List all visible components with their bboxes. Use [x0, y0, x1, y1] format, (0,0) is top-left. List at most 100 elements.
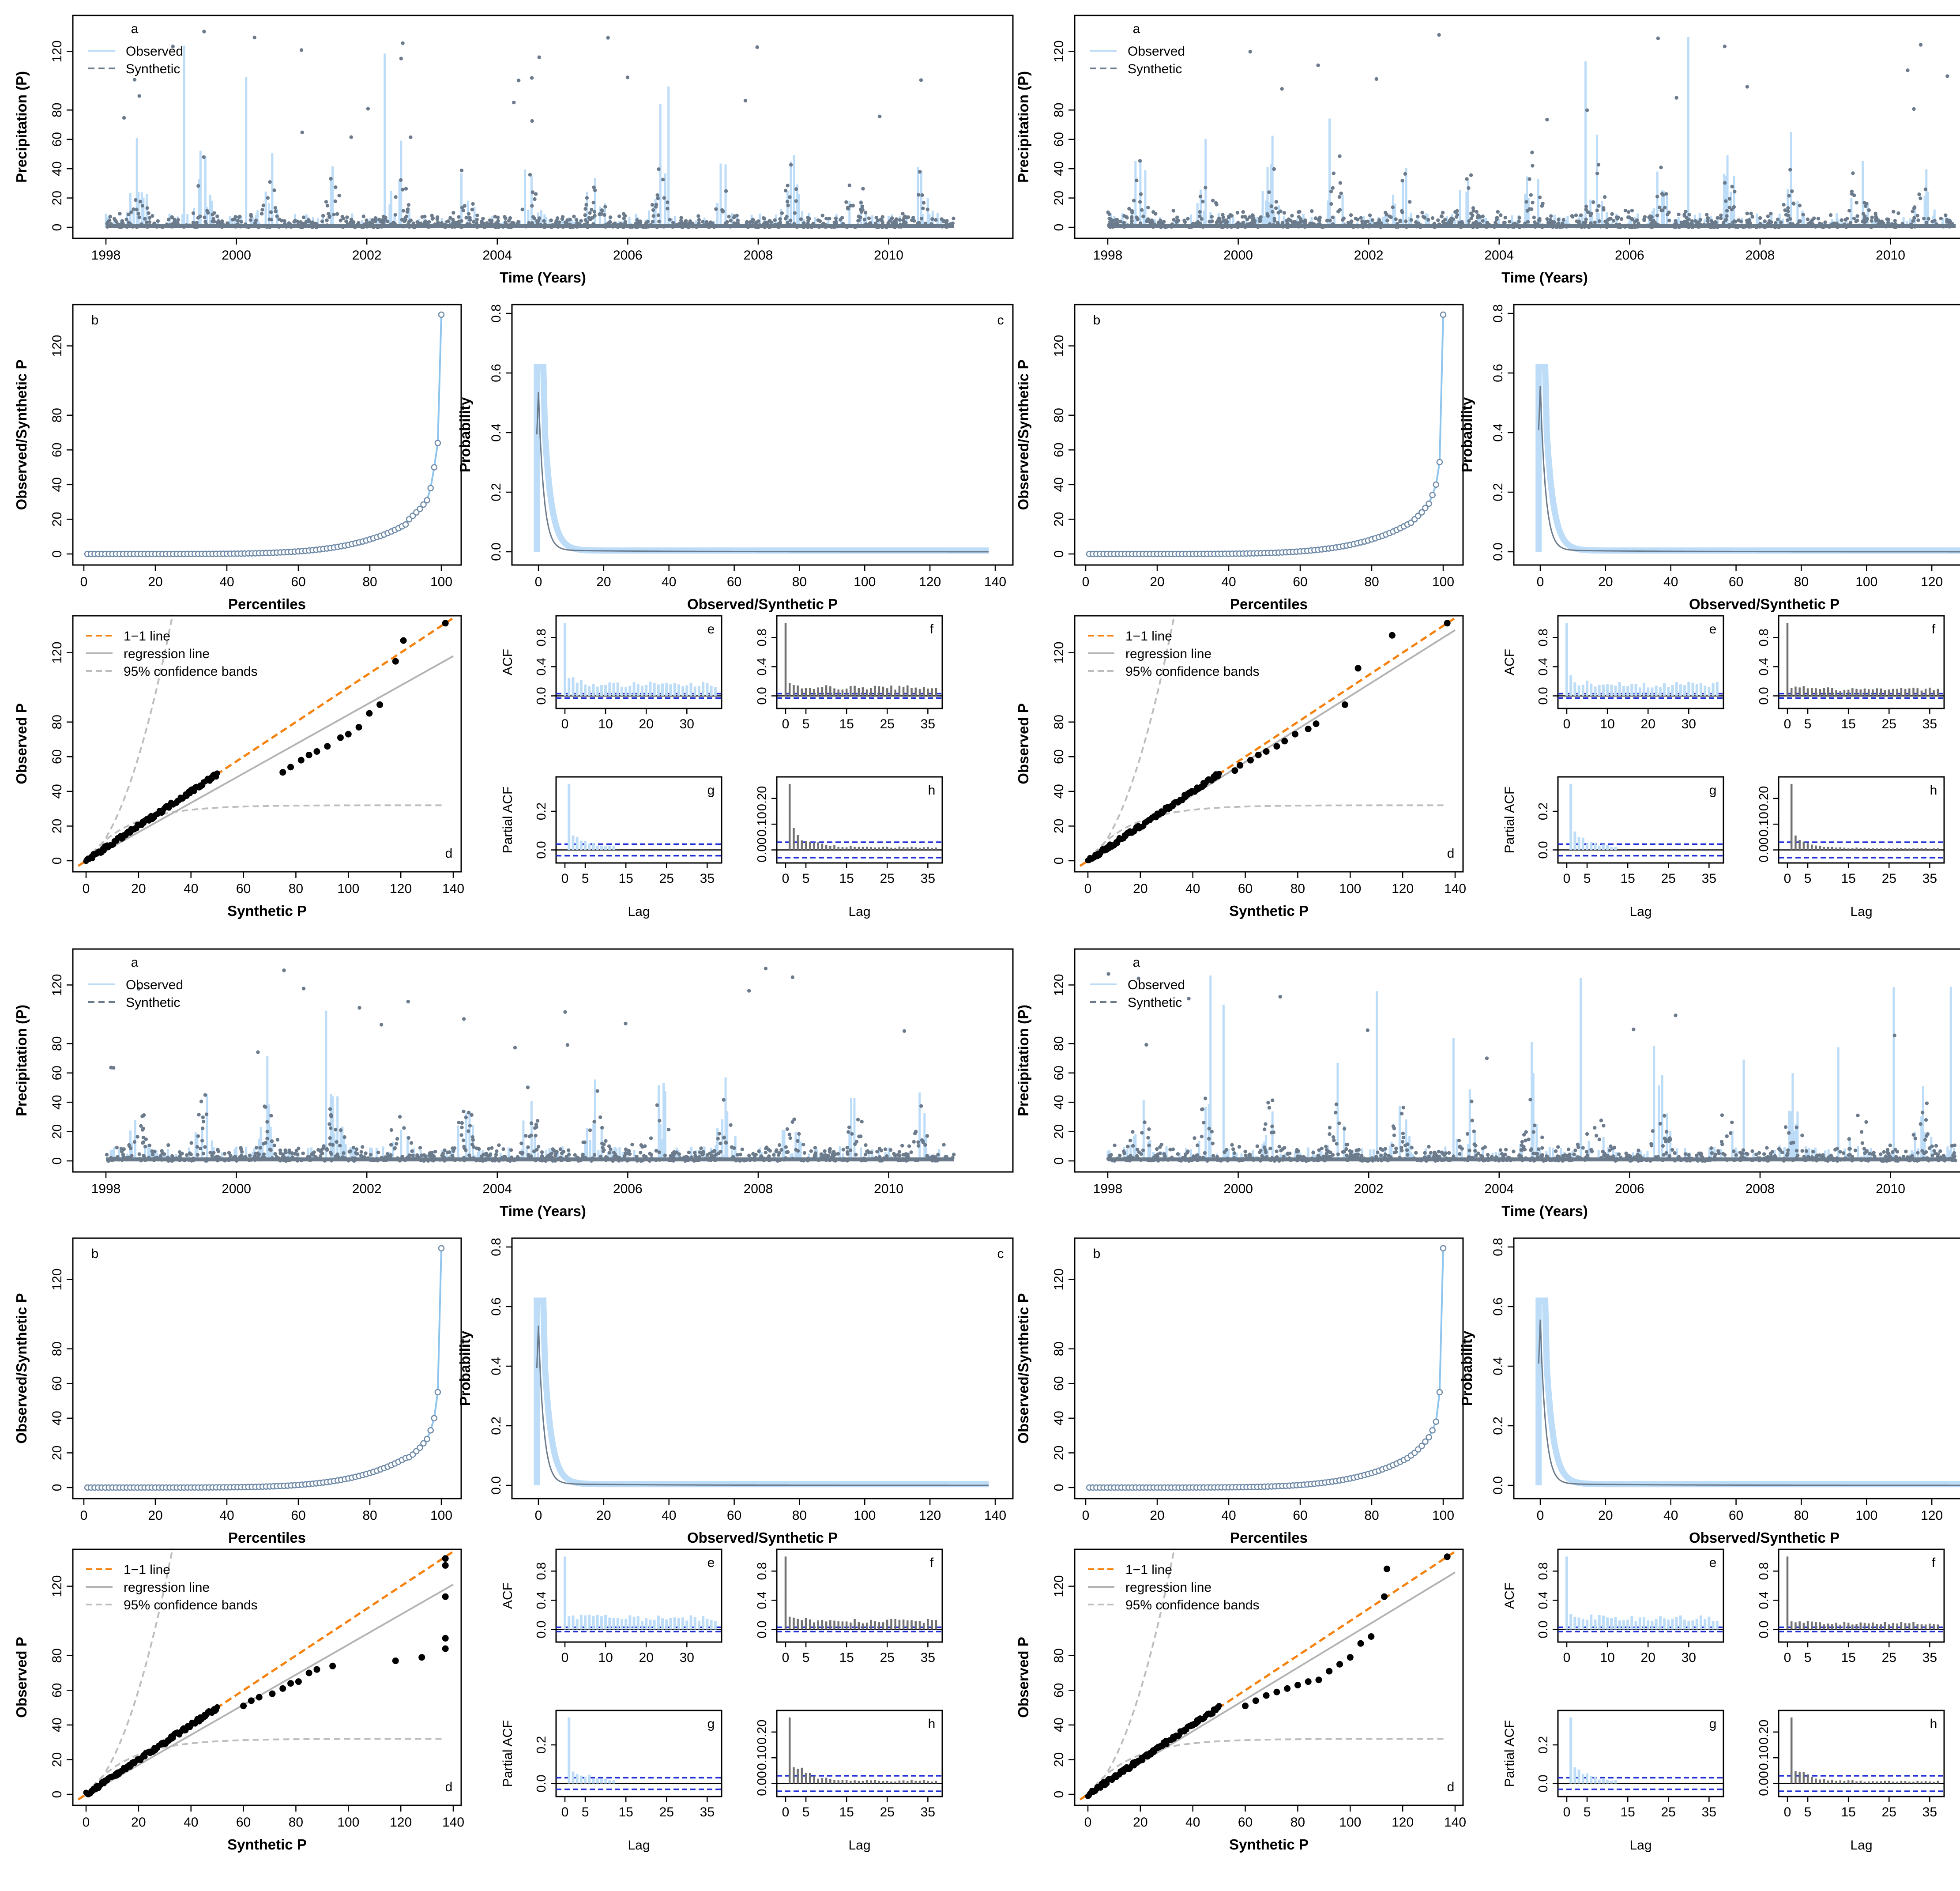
synthetic-point [373, 218, 378, 222]
synthetic-point [334, 1154, 338, 1158]
synthetic-point [1248, 49, 1252, 54]
precip-tick-label: 0 [50, 224, 64, 231]
synthetic-point [257, 1153, 261, 1156]
synthetic-point [466, 1111, 471, 1115]
synthetic-point [527, 221, 531, 225]
percentile-marker [427, 485, 434, 491]
pct-x-tick-label: 80 [362, 575, 377, 589]
synthetic-point [1828, 213, 1833, 217]
synthetic-point [1644, 223, 1648, 228]
synthetic-point [745, 220, 749, 224]
synthetic-point [105, 1153, 109, 1157]
synthetic-point [1150, 218, 1154, 222]
synthetic-point [523, 1134, 528, 1138]
pacf-g-y-tick-label: 0.0 [1536, 841, 1550, 859]
synthetic-point [853, 225, 857, 230]
synthetic-point [1422, 224, 1426, 228]
synthetic-point [542, 224, 546, 228]
synthetic-point [943, 1155, 948, 1159]
synthetic-point [359, 1150, 363, 1154]
synthetic-point [1407, 200, 1412, 204]
synthetic-point [530, 190, 535, 194]
synthetic-point [401, 188, 405, 192]
synthetic-point [381, 221, 385, 225]
synthetic-point [260, 207, 264, 212]
synthetic-point [470, 207, 474, 212]
synthetic-point [1317, 218, 1322, 222]
synthetic-point [586, 225, 590, 230]
synthetic-point [139, 1124, 143, 1128]
qq-x-tick-label: 120 [1392, 881, 1414, 896]
synthetic-point [1545, 117, 1549, 122]
synthetic-point [216, 1154, 220, 1159]
synthetic-point [1880, 219, 1884, 223]
synthetic-point [1900, 222, 1904, 226]
qq-x-tick-label: 140 [442, 1815, 464, 1830]
synthetic-point [1386, 223, 1390, 227]
synthetic-point [273, 206, 278, 210]
synthetic-point [899, 1158, 903, 1162]
synthetic-point [952, 216, 956, 221]
acf-e-x-tick-label: 30 [1682, 717, 1696, 731]
year-tick-label: 2002 [352, 248, 382, 263]
synthetic-point [337, 193, 341, 198]
synthetic-point [607, 1144, 611, 1148]
synthetic-point [1297, 210, 1301, 214]
synthetic-point [284, 1159, 288, 1163]
pct-x-tick-label: 0 [80, 1508, 88, 1523]
synthetic-point [365, 225, 369, 229]
qq-point [297, 757, 305, 764]
synthetic-point [1877, 219, 1881, 223]
synthetic-point [474, 221, 479, 225]
synthetic-point [1409, 218, 1413, 222]
synthetic-point [788, 218, 793, 222]
synthetic-point [1456, 224, 1460, 228]
percentile-line [87, 314, 442, 555]
synthetic-point [722, 1098, 726, 1102]
synthetic-point [1817, 222, 1822, 226]
synthetic-point [579, 219, 583, 223]
synthetic-point [253, 221, 257, 225]
synthetic-point [409, 135, 413, 139]
synthetic-point [1870, 215, 1874, 219]
probability-observed-band [534, 364, 989, 554]
synthetic-point [1321, 225, 1325, 229]
synthetic-point [1706, 216, 1710, 220]
qq-point [337, 734, 344, 741]
synthetic-point [1786, 206, 1790, 210]
synthetic-point [916, 1144, 921, 1148]
synthetic-point [402, 1126, 406, 1130]
synthetic-point [145, 206, 149, 210]
synthetic-point [143, 1155, 147, 1160]
synthetic-point [195, 1145, 199, 1149]
synthetic-point [874, 215, 878, 220]
synthetic-point [357, 224, 361, 228]
synthetic-point [925, 1134, 929, 1138]
prob-x-tick-label: 0 [535, 1508, 542, 1523]
synthetic-point [503, 223, 507, 227]
synthetic-point [1204, 185, 1208, 190]
synthetic-point [940, 217, 944, 221]
synthetic-point [1796, 222, 1800, 226]
synthetic-point [265, 1137, 269, 1141]
acf-e-frame [1557, 615, 1724, 709]
synthetic-point [885, 1154, 889, 1158]
synthetic-point [679, 222, 683, 226]
synthetic-point [1836, 225, 1840, 230]
synthetic-point [719, 1141, 722, 1145]
synthetic-point [1842, 222, 1847, 226]
synthetic-point [648, 1152, 652, 1156]
synthetic-point [708, 1151, 712, 1156]
synthetic-point [554, 1152, 558, 1156]
synthetic-point [785, 1127, 790, 1131]
synthetic-point [796, 1149, 800, 1153]
synthetic-point [1690, 219, 1694, 223]
synthetic-point [138, 200, 143, 203]
qq-point [1263, 748, 1270, 755]
synthetic-point [691, 222, 695, 226]
synthetic-point [590, 207, 594, 212]
synthetic-point [366, 1156, 370, 1160]
synthetic-point [867, 216, 871, 220]
acf-f-x-tick-label: 5 [802, 717, 810, 731]
synthetic-point [575, 1155, 579, 1160]
